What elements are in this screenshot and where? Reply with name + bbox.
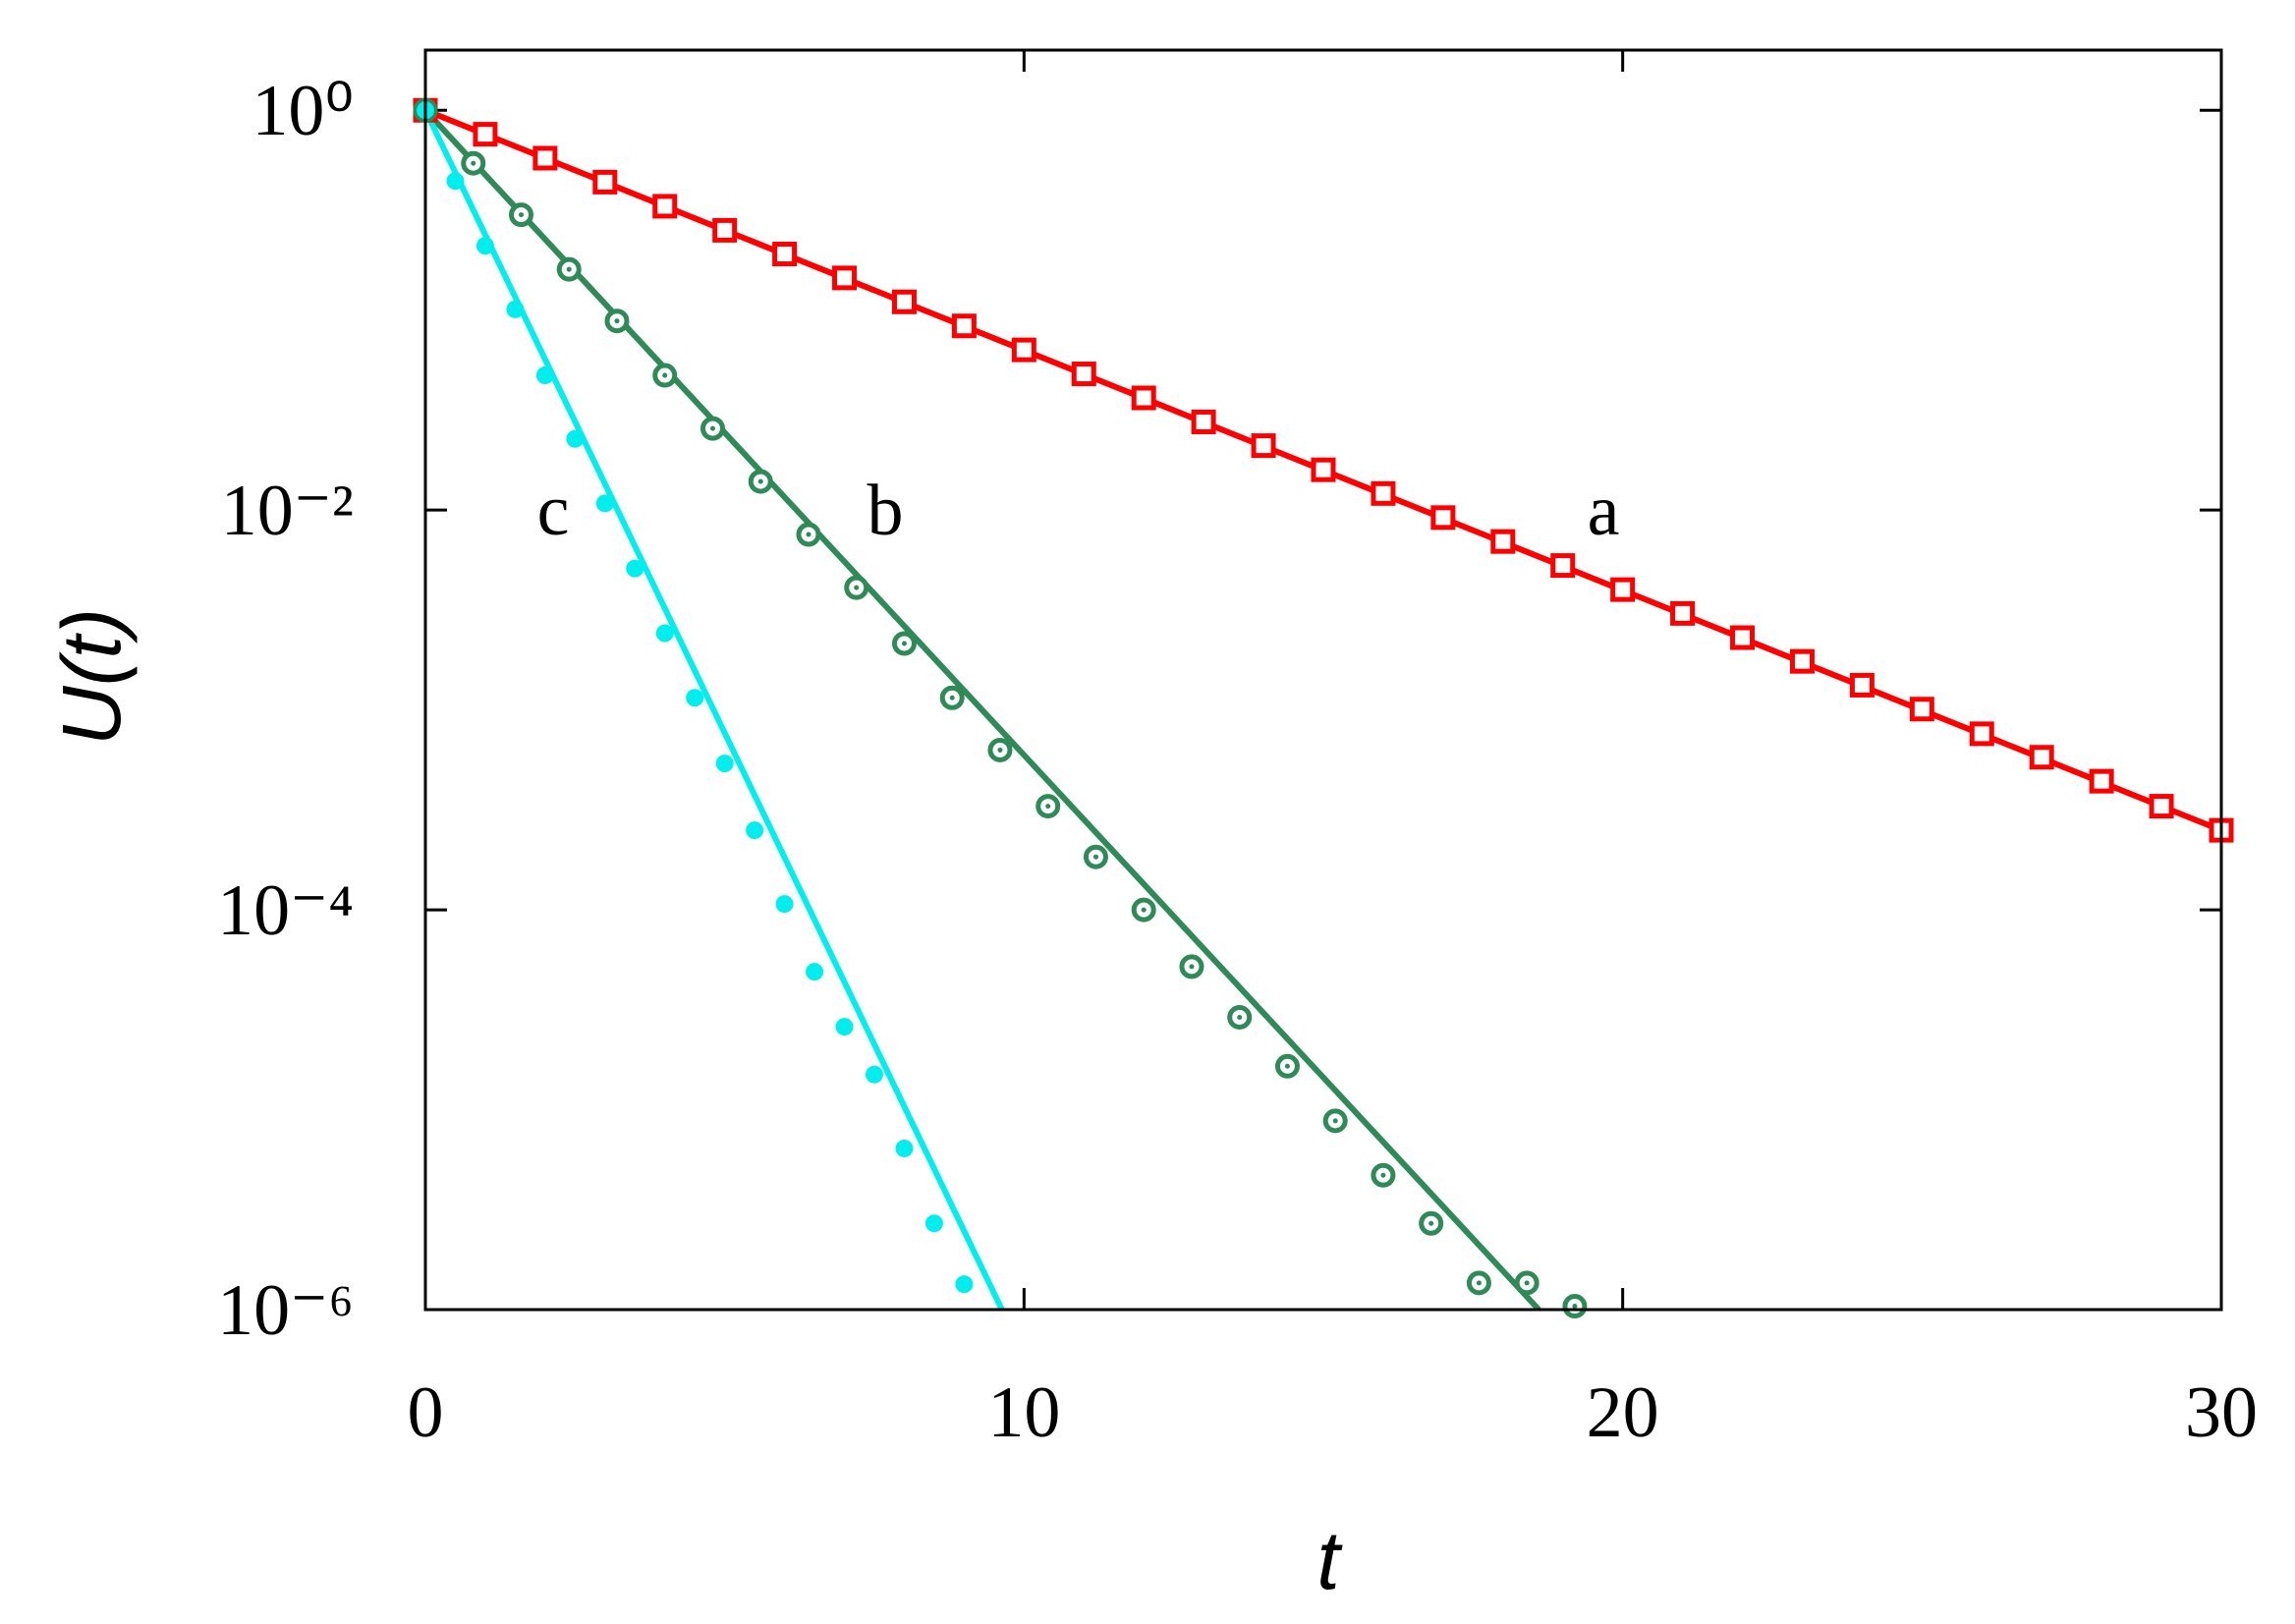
square-marker xyxy=(1311,457,1336,482)
square-marker xyxy=(1969,721,1994,747)
dot-marker xyxy=(835,1018,854,1036)
square-marker xyxy=(652,194,678,219)
square-marker xyxy=(1071,362,1096,387)
dot-marker xyxy=(655,624,674,643)
square-marker xyxy=(2089,768,2114,794)
square-marker xyxy=(1849,672,1875,698)
ring-center xyxy=(1284,1063,1290,1069)
dot-marker xyxy=(506,300,525,318)
square-marker xyxy=(1430,505,1456,531)
square-marker xyxy=(891,289,917,314)
x-tick-label: 0 xyxy=(408,1372,444,1453)
ring-center xyxy=(757,478,763,484)
dot-marker xyxy=(686,689,704,707)
ring-center xyxy=(1141,907,1147,913)
ring-center xyxy=(1524,1280,1530,1286)
square-marker xyxy=(1789,648,1815,674)
square-marker xyxy=(2029,745,2054,770)
ring-center xyxy=(709,425,715,431)
ring-center xyxy=(662,372,668,378)
square-marker xyxy=(1730,625,1756,650)
y-tick-label: 10⁰ xyxy=(252,71,354,151)
ring-center xyxy=(806,532,812,537)
x-tick-label: 10 xyxy=(987,1372,1060,1453)
square-marker xyxy=(1011,337,1036,363)
ring-center xyxy=(566,266,572,272)
ring-center xyxy=(997,747,1003,753)
ring-center xyxy=(1476,1280,1482,1286)
ring-center xyxy=(1237,1014,1243,1020)
dot-marker xyxy=(955,1275,974,1294)
y-tick-label: 10⁻⁶ xyxy=(217,1270,354,1351)
square-marker xyxy=(532,145,558,171)
dot-marker xyxy=(806,963,824,981)
ring-center xyxy=(614,318,620,324)
plot-frame xyxy=(423,48,2223,1312)
ring-center xyxy=(1428,1220,1434,1226)
square-marker xyxy=(592,169,618,195)
square-marker xyxy=(2149,794,2174,819)
x-tick-label: 30 xyxy=(2185,1372,2258,1453)
ring-center xyxy=(1572,1304,1578,1310)
square-marker xyxy=(1191,409,1216,434)
dot-marker xyxy=(626,559,644,578)
x-axis-label: t xyxy=(1316,1514,1343,1606)
square-marker xyxy=(1610,577,1636,602)
dot-marker xyxy=(595,494,614,513)
ring-center xyxy=(1045,804,1051,810)
square-marker xyxy=(712,217,738,243)
ring-center xyxy=(471,160,476,166)
square-marker xyxy=(832,265,858,291)
curve-label: b xyxy=(868,471,904,551)
ring-center xyxy=(901,641,907,646)
square-marker xyxy=(1909,697,1934,722)
curve-label: c xyxy=(537,471,570,551)
ring-center xyxy=(518,212,524,218)
dot-marker xyxy=(715,755,734,773)
ring-center xyxy=(854,585,860,590)
square-marker xyxy=(1251,433,1276,459)
y-tick-label: 10⁻² xyxy=(221,471,354,551)
x-tick-label: 20 xyxy=(1587,1372,1659,1453)
ring-center xyxy=(1189,964,1195,970)
dot-marker xyxy=(746,821,764,840)
curve-label: a xyxy=(1588,471,1620,551)
dot-marker xyxy=(535,366,554,385)
ring-center xyxy=(1092,854,1098,860)
square-marker xyxy=(951,313,977,339)
square-marker xyxy=(1371,480,1396,506)
dot-marker xyxy=(866,1065,883,1084)
dot-marker xyxy=(775,895,794,914)
square-marker xyxy=(1131,385,1156,411)
dot-marker xyxy=(476,237,494,255)
dot-marker xyxy=(924,1214,943,1233)
square-marker xyxy=(473,122,498,147)
ring-center xyxy=(1332,1118,1338,1124)
square-marker xyxy=(1550,553,1576,579)
dot-marker xyxy=(446,172,465,191)
square-marker xyxy=(772,242,798,267)
ring-center xyxy=(1380,1172,1386,1178)
square-marker xyxy=(1670,600,1696,626)
dot-marker xyxy=(895,1139,914,1157)
ring-center xyxy=(949,695,955,700)
dot-marker xyxy=(566,429,585,448)
y-tick-label: 10⁻⁴ xyxy=(217,870,354,951)
y-axis-label: U(t) xyxy=(45,608,138,746)
square-marker xyxy=(1490,529,1516,554)
fit-line xyxy=(425,108,1541,1310)
